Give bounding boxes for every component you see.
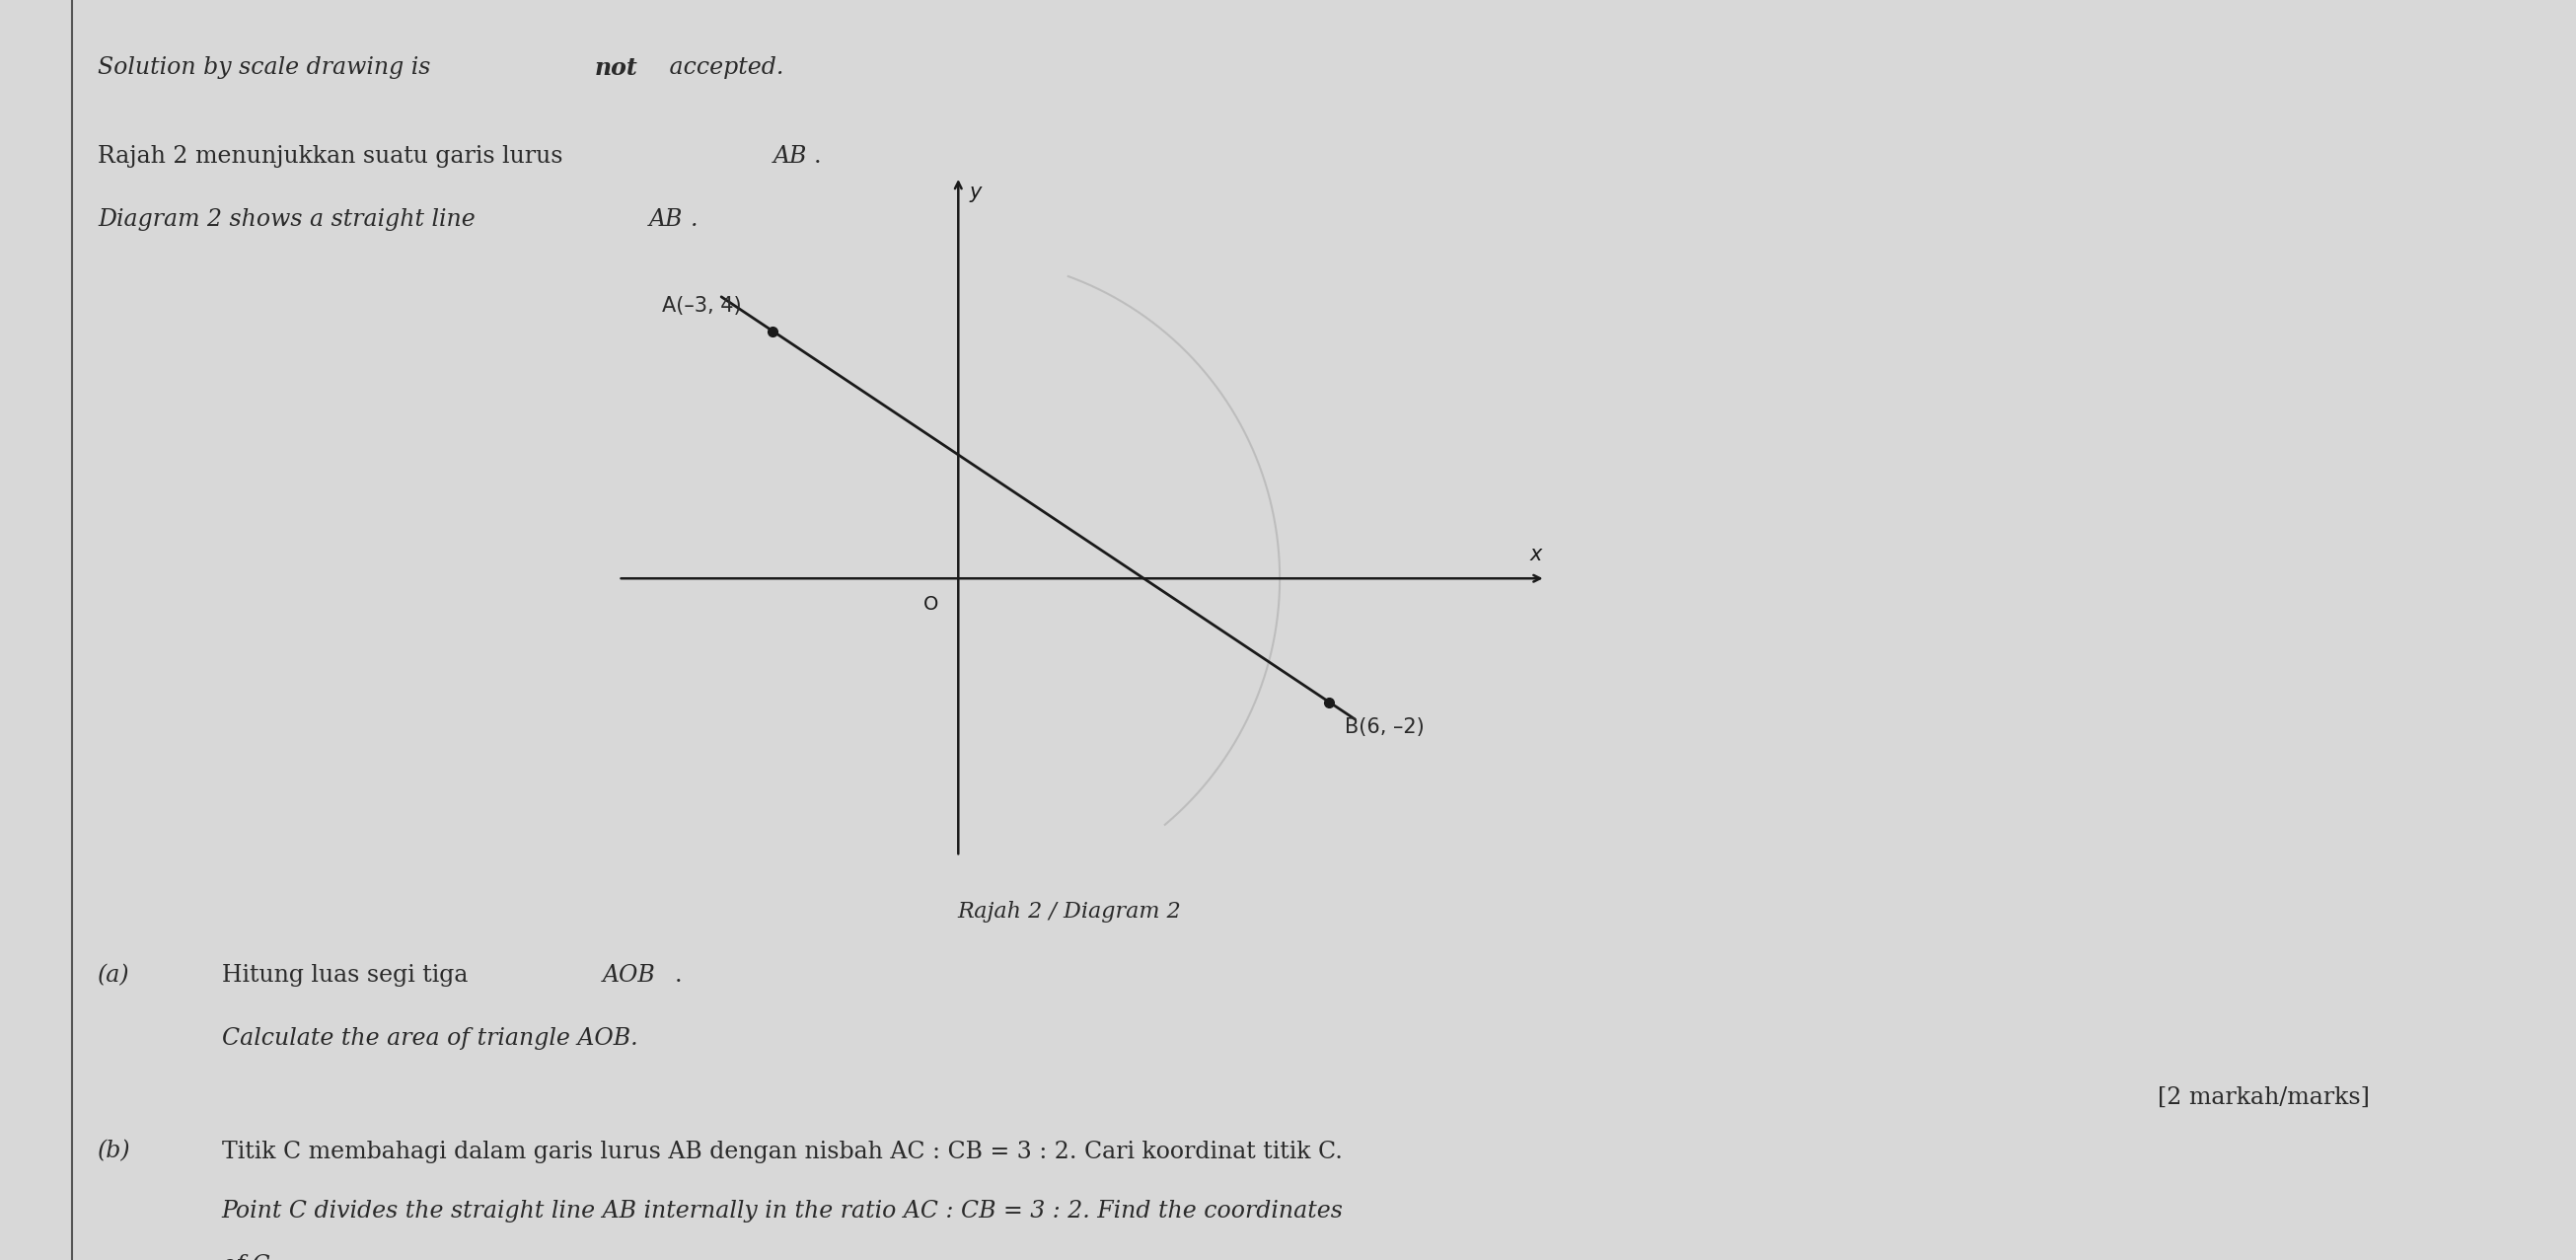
Text: B(6, –2): B(6, –2) <box>1345 717 1425 737</box>
Text: Titik C membahagi dalam garis lurus AB dengan nisbah AC : CB = 3 : 2. Cari koord: Titik C membahagi dalam garis lurus AB d… <box>222 1140 1342 1163</box>
Text: .: . <box>675 964 683 987</box>
Text: AB: AB <box>649 208 683 231</box>
Text: AOB: AOB <box>603 964 657 987</box>
Text: Calculate the area of triangle AOB.: Calculate the area of triangle AOB. <box>222 1027 636 1050</box>
Text: .: . <box>814 145 822 168</box>
Text: .: . <box>690 208 698 231</box>
Text: not: not <box>595 57 639 81</box>
Text: O: O <box>922 595 938 614</box>
Text: y: y <box>969 183 981 203</box>
Text: Diagram 2 shows a straight line: Diagram 2 shows a straight line <box>98 208 482 231</box>
Text: Solution by scale drawing is: Solution by scale drawing is <box>98 57 438 79</box>
Text: [2 markah/marks]: [2 markah/marks] <box>2159 1086 2370 1109</box>
Text: (a): (a) <box>98 964 129 987</box>
Text: AB: AB <box>773 145 806 168</box>
Text: Hitung luas segi tiga: Hitung luas segi tiga <box>222 964 474 987</box>
Text: Point C divides the straight line AB internally in the ratio AC : CB = 3 : 2. Fi: Point C divides the straight line AB int… <box>222 1200 1342 1222</box>
Text: x: x <box>1530 546 1543 564</box>
Text: of C.: of C. <box>222 1254 276 1260</box>
Text: A(–3, 4): A(–3, 4) <box>662 296 742 316</box>
Text: accepted.: accepted. <box>662 57 783 79</box>
Text: Rajah 2 menunjukkan suatu garis lurus: Rajah 2 menunjukkan suatu garis lurus <box>98 145 569 168</box>
Text: Rajah 2 / Diagram 2: Rajah 2 / Diagram 2 <box>958 901 1180 922</box>
Text: (b): (b) <box>98 1140 131 1163</box>
